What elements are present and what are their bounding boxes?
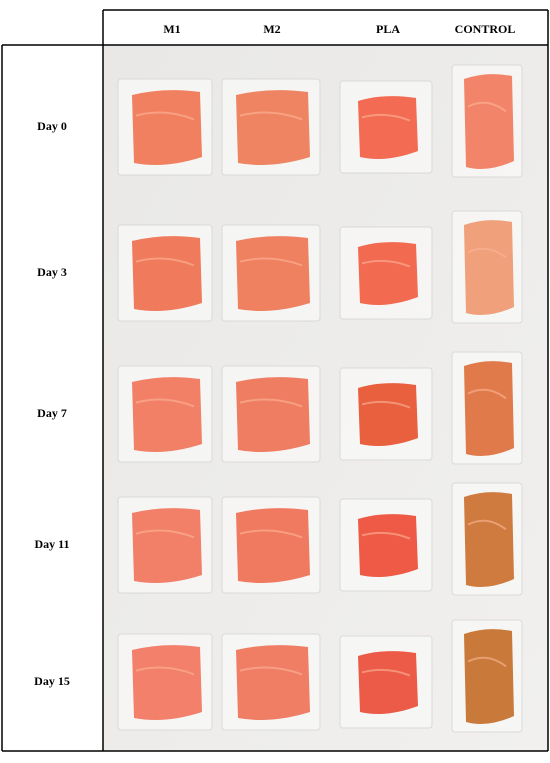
sample [464,74,514,169]
sample [236,236,310,311]
sample-texture [239,111,303,121]
sample-texture [467,101,507,113]
sample-texture [467,388,507,400]
sample-texture [361,259,411,268]
sample [358,514,418,577]
sample [236,645,310,720]
sample-texture [135,398,195,408]
column-header: M2 [263,22,280,36]
sample [132,508,202,583]
sample-texture [361,531,411,540]
row-label: Day 3 [37,265,67,279]
sample-texture [135,529,195,539]
row-label: Day 15 [34,674,70,688]
sample-texture [467,519,507,531]
sample [358,651,418,714]
sample [358,96,418,159]
sample [132,377,202,452]
row-label: Day 11 [34,537,69,551]
sample [358,383,418,446]
sample-texture [135,257,195,267]
sample-texture [239,398,303,408]
sample-texture [135,111,195,121]
row-label: Day 0 [37,119,67,133]
sample-texture [239,666,303,676]
column-header: M1 [163,22,180,36]
sample [132,236,202,311]
sample [236,508,310,583]
sample [464,492,514,587]
sample-texture [135,666,195,676]
sample-texture [467,247,507,259]
column-header: CONTROL [455,22,516,36]
sample [132,645,202,720]
sample [464,629,514,724]
sample [358,242,418,305]
row-label: Day 7 [37,406,67,420]
sample [236,377,310,452]
sample [132,90,202,165]
sample-texture [239,529,303,539]
sample [464,361,514,456]
sample-photos [117,64,523,733]
sample-texture [361,400,411,409]
labels: M1 M2 PLA CONTROL Day 0 Day 3 Day 7 Day 11 Day 1… [34,22,515,688]
sample [464,220,514,315]
column-header: PLA [376,22,400,36]
table-border [1,9,549,752]
sample-texture [239,257,303,267]
sample-texture [467,656,507,668]
sample-texture [361,668,411,677]
sample [236,90,310,165]
sample-texture [361,113,411,122]
